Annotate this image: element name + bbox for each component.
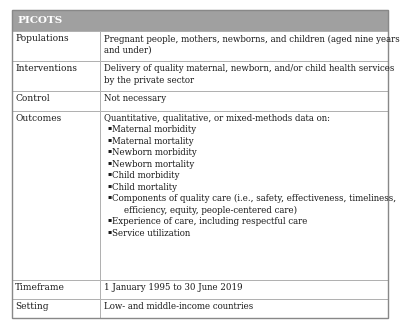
Bar: [12, 111, 100, 279]
Text: Service utilization: Service utilization: [112, 229, 191, 237]
Bar: [100, 61, 388, 91]
Text: ▪: ▪: [107, 125, 112, 130]
Bar: [12, 91, 100, 111]
Bar: [100, 91, 388, 111]
Text: Components of quality care (i.e., safety, effectiveness, timeliness,: Components of quality care (i.e., safety…: [112, 194, 396, 203]
Text: Experience of care, including respectful care: Experience of care, including respectful…: [112, 217, 308, 226]
Text: ▪: ▪: [107, 159, 112, 165]
Text: ▪: ▪: [107, 229, 112, 234]
Bar: [12, 10, 388, 31]
Text: Not necessary: Not necessary: [104, 94, 166, 103]
Text: ▪: ▪: [107, 194, 112, 199]
Text: Interventions: Interventions: [15, 64, 77, 73]
Text: Newborn morbidity: Newborn morbidity: [112, 148, 197, 157]
Bar: [12, 279, 100, 299]
Text: ▪: ▪: [107, 171, 112, 176]
Text: Timeframe: Timeframe: [15, 282, 65, 292]
Bar: [100, 279, 388, 299]
Bar: [100, 31, 388, 61]
Text: Outcomes: Outcomes: [15, 113, 61, 123]
Bar: [12, 61, 100, 91]
Text: ▪: ▪: [107, 136, 112, 141]
Text: ▪: ▪: [107, 217, 112, 222]
Text: Maternal morbidity: Maternal morbidity: [112, 125, 196, 134]
Text: Newborn mortality: Newborn mortality: [112, 159, 195, 169]
Text: Delivery of quality maternal, newborn, and/or child health services: Delivery of quality maternal, newborn, a…: [104, 64, 395, 73]
Text: Populations: Populations: [15, 34, 69, 43]
Text: Child morbidity: Child morbidity: [112, 171, 180, 180]
Text: 1 January 1995 to 30 June 2019: 1 January 1995 to 30 June 2019: [104, 282, 243, 292]
Text: ▪: ▪: [107, 148, 112, 153]
Bar: [100, 299, 388, 318]
Text: Quantitative, qualitative, or mixed-methods data on:: Quantitative, qualitative, or mixed-meth…: [104, 113, 330, 123]
Text: and under): and under): [104, 46, 152, 55]
Text: Maternal mortality: Maternal mortality: [112, 136, 194, 146]
Text: Control: Control: [15, 94, 50, 103]
Text: by the private sector: by the private sector: [104, 76, 194, 85]
Text: ▪: ▪: [107, 182, 112, 188]
Text: Setting: Setting: [15, 302, 48, 311]
Text: efficiency, equity, people-centered care): efficiency, equity, people-centered care…: [124, 206, 298, 215]
Bar: [12, 31, 100, 61]
Bar: [12, 299, 100, 318]
Text: Pregnant people, mothers, newborns, and children (aged nine years: Pregnant people, mothers, newborns, and …: [104, 34, 400, 44]
Text: Child mortality: Child mortality: [112, 182, 177, 192]
Text: Low- and middle-income countries: Low- and middle-income countries: [104, 302, 254, 311]
Text: PICOTS: PICOTS: [17, 16, 62, 25]
Bar: [100, 111, 388, 279]
